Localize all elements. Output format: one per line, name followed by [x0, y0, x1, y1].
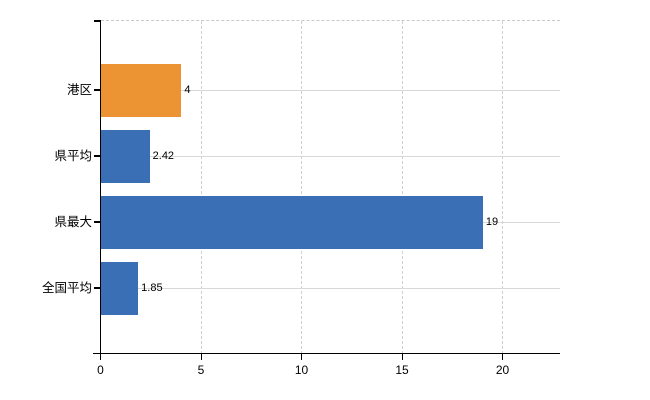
- y-axis-label: 県平均: [54, 149, 92, 163]
- y-axis-tick: [93, 155, 101, 157]
- y-gridline: [100, 287, 560, 289]
- x-gridline: [301, 21, 302, 354]
- x-axis-tick: [401, 354, 403, 360]
- bar-value-label: 4: [184, 84, 191, 96]
- plot-top-border: [100, 20, 560, 21]
- y-axis-label: 全国平均: [41, 281, 92, 295]
- y-axis-line: [99, 20, 102, 355]
- y-axis-label: 港区: [66, 83, 92, 97]
- y-gridline: [100, 155, 560, 157]
- y-axis-tick: [93, 20, 101, 22]
- bar-value-label: 2.42: [152, 150, 175, 162]
- x-axis-tick: [301, 354, 302, 360]
- x-gridline: [200, 21, 202, 354]
- x-gridline: [502, 21, 503, 354]
- x-axis-tick: [100, 354, 101, 360]
- y-axis-tick: [93, 221, 101, 223]
- x-axis-tick: [200, 354, 202, 360]
- x-axis-tick-label: 5: [197, 362, 205, 377]
- y-axis-label: 県最大: [54, 215, 92, 229]
- x-axis-line: [93, 352, 560, 355]
- bar-1[interactable]: [101, 129, 150, 183]
- x-axis-tick-label: 0: [97, 362, 104, 377]
- bar-0[interactable]: [101, 63, 182, 117]
- x-axis-tick-label: 15: [395, 362, 409, 377]
- bar-2[interactable]: [101, 195, 483, 249]
- x-axis-tick-label: 20: [495, 362, 510, 377]
- y-gridline: [100, 89, 560, 91]
- bar-value-label: 19: [485, 216, 499, 228]
- x-gridline: [401, 21, 403, 354]
- bar-3[interactable]: [101, 261, 139, 315]
- y-axis-tick: [93, 89, 101, 91]
- x-axis-tick-label: 10: [294, 362, 309, 377]
- y-axis-tick: [93, 287, 101, 289]
- x-axis-tick: [502, 354, 503, 360]
- bar-value-label: 1.85: [141, 282, 163, 294]
